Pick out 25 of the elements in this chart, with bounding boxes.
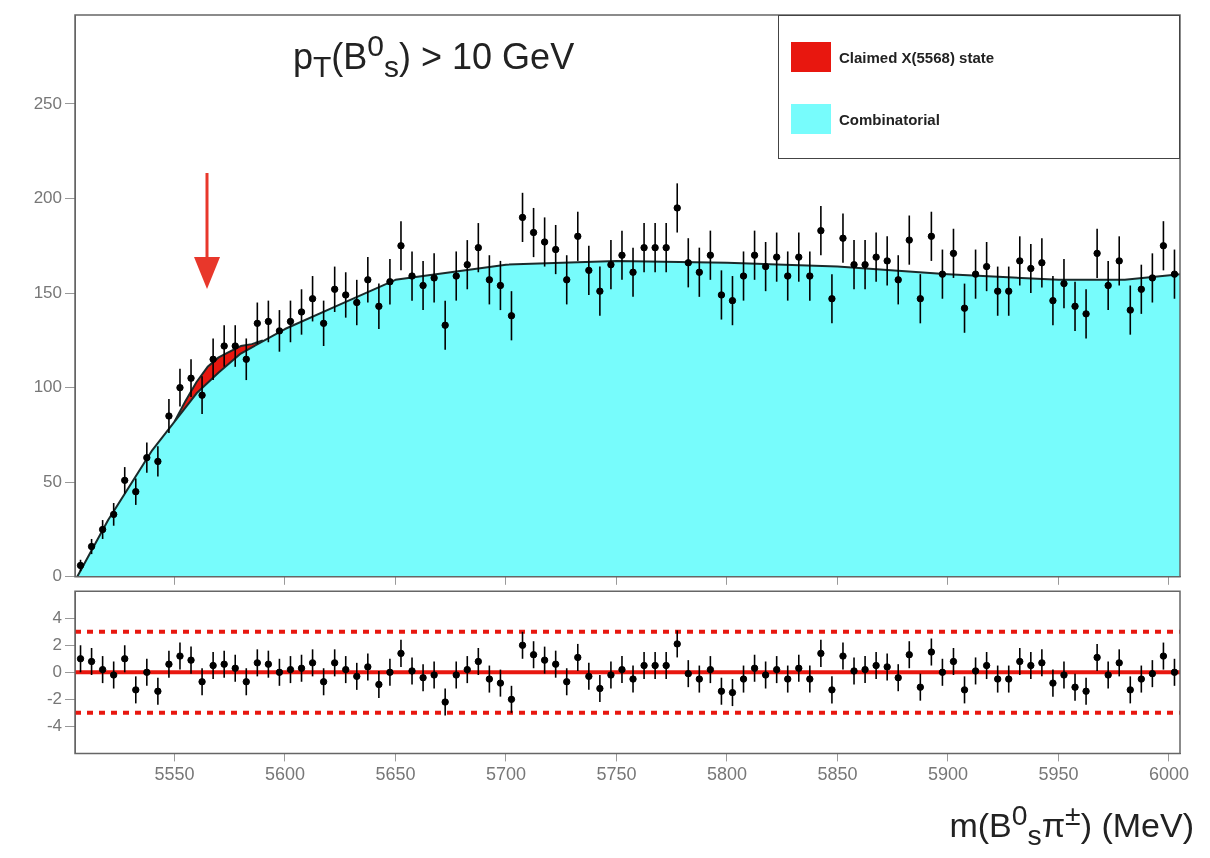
y-tick-label: 150 — [33, 282, 62, 302]
x-tick-label: 5700 — [485, 764, 526, 785]
x-tick-label: 5900 — [927, 764, 968, 785]
legend-label: Claimed X(5568) state — [839, 48, 995, 66]
legend-label: Combinatorial — [839, 110, 940, 128]
y-tick-label: 50 — [43, 471, 62, 491]
x-tick-label: 5800 — [706, 764, 747, 785]
y-tick-label: 2 — [52, 634, 62, 654]
y-tick-label: -4 — [46, 716, 62, 736]
x-tick-label: 5550 — [154, 764, 195, 785]
y-tick-label: 200 — [33, 188, 62, 208]
annotation: p$_{T}$(B$^{0}$$_{s}$) > 10 GeV — [293, 29, 575, 85]
x-tick-label: 5600 — [264, 764, 305, 785]
y-tick-label: 250 — [33, 93, 62, 113]
y-tick-label: 4 — [52, 607, 62, 627]
y-tick-label: 0 — [52, 661, 62, 681]
y-tick-label: 0 — [52, 566, 62, 586]
y-tick-label: -2 — [46, 689, 62, 709]
x-tick-label: 5850 — [817, 764, 858, 785]
x-tick-label: 5750 — [596, 764, 637, 785]
x-tick-label: 5650 — [375, 764, 416, 785]
y-tick-label: 100 — [33, 377, 62, 397]
x-tick-label: 5950 — [1038, 764, 1079, 785]
x-axis-title: m(B$^{0}$$_{s}$π$^{±}$) (MeV) — [949, 799, 1194, 853]
x-tick-label: 6000 — [1148, 764, 1189, 785]
